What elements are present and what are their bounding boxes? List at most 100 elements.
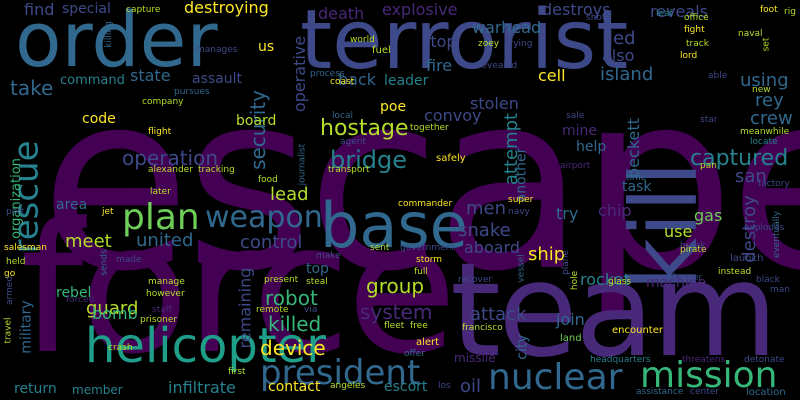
word-location: location [746, 387, 786, 398]
word-alert: alert [416, 337, 440, 348]
word-attack: attack [470, 304, 527, 325]
word-foot: foot [760, 5, 778, 15]
word-crew: crew [750, 108, 793, 129]
word-infiltrate: infiltrate [168, 378, 236, 397]
word-fuel: fuel [372, 45, 391, 56]
word-beckett: beckett [623, 118, 643, 178]
word-present: present [264, 275, 299, 285]
word-via: via [304, 305, 318, 315]
word-detonate: detonate [744, 355, 785, 365]
word-track: track [686, 39, 709, 49]
word-explosive: explosive [382, 0, 458, 19]
word-journalist: journalist [297, 143, 308, 186]
word-rey: rey [755, 90, 784, 111]
word-flight: flight [148, 127, 172, 137]
word-new: new [752, 85, 771, 95]
word-leaf: leaf [656, 9, 673, 19]
word-tracking: tracking [198, 165, 235, 175]
word-team: team [450, 234, 778, 386]
word-super: super [508, 195, 534, 205]
word-fight: fight [684, 25, 705, 35]
word-top: top [306, 261, 329, 277]
word-land: land [560, 333, 582, 344]
word-first: first [228, 367, 246, 377]
word-escort: escort [384, 379, 428, 395]
word-together: together [410, 123, 449, 133]
word-weapon: weapon [205, 200, 323, 235]
word-revealed: revealed [478, 61, 518, 71]
word-glass: glass [608, 277, 632, 287]
word-island: island [600, 64, 654, 85]
word-capture: capture [126, 5, 161, 15]
word-death: death [318, 4, 365, 23]
word-transport: transport [328, 165, 370, 175]
word-time: time [626, 173, 647, 183]
word-hostage: hostage [320, 116, 409, 141]
word-area: area [56, 197, 88, 213]
word-travel: travel [3, 317, 14, 344]
word-mine: mine [562, 123, 598, 139]
word-explodes: explodes [744, 223, 785, 233]
word-government: government [400, 243, 455, 253]
word-made: made [116, 255, 142, 265]
word-helicopter: helicopter [85, 318, 326, 374]
word-base: base [320, 189, 468, 262]
word-member: member [72, 383, 123, 397]
word-led: led [608, 28, 636, 49]
word-using: using [740, 70, 789, 91]
word-set: set [761, 37, 772, 52]
word-robot: robot [265, 286, 318, 310]
word-guard: guard [86, 298, 139, 319]
word-local: local [332, 111, 353, 121]
word-convoy: convoy [424, 106, 482, 125]
word-bomb: bomb [92, 304, 138, 323]
word-free: free [410, 321, 428, 331]
word-airport: airport [560, 161, 591, 171]
word-factory: factory [758, 179, 790, 189]
word-men: men [466, 198, 507, 219]
word-black: black [756, 275, 780, 285]
word-sends: sends [99, 249, 110, 276]
word-leader: leader [384, 73, 429, 89]
word-encounter: encounter [612, 325, 663, 336]
word-killing: killing [103, 21, 114, 48]
word-man: man [770, 285, 790, 295]
word-jet: jet [102, 207, 114, 217]
word-zoey: zoey [478, 39, 500, 49]
word-return: return [14, 381, 57, 397]
word-world: world [350, 35, 375, 45]
word-ship: ship [528, 244, 566, 265]
word-terrorist: terrorist [300, 0, 629, 88]
word-san: san [735, 166, 767, 187]
word-board: board [236, 113, 277, 129]
word-los: los [438, 381, 451, 391]
word-sent: sent [370, 243, 390, 253]
word-group: group [366, 274, 425, 298]
word-pursues: pursues [174, 87, 210, 97]
word-state: state [130, 66, 171, 85]
word-however: however [146, 289, 185, 299]
word-remaining: remaining [235, 267, 255, 349]
word-military: military [18, 300, 35, 354]
word-eventually: eventually [772, 210, 783, 259]
word-assistance: assistance [636, 387, 684, 397]
word-angeles: angeles [330, 381, 366, 391]
word-fleet: fleet [384, 321, 405, 331]
word-chip: chip [598, 201, 632, 220]
word-organization: organization [8, 158, 24, 239]
word-naval: naval [738, 29, 763, 39]
word-find: find [24, 0, 55, 19]
word-take: take [10, 76, 54, 100]
word-stop: stop [422, 32, 457, 51]
word-former: former [672, 273, 703, 283]
word-launch: launch [730, 253, 764, 264]
word-staff: staff [152, 305, 172, 315]
word-agent: agent [340, 137, 366, 147]
word-manage: manage [148, 277, 185, 287]
word-also: also [602, 46, 635, 65]
word-prisoner: prisoner [140, 315, 178, 325]
word-us: us [258, 39, 275, 55]
word-code: code [82, 111, 116, 127]
word-armed: armed [5, 275, 16, 306]
word-bridge: bridge [330, 146, 408, 174]
